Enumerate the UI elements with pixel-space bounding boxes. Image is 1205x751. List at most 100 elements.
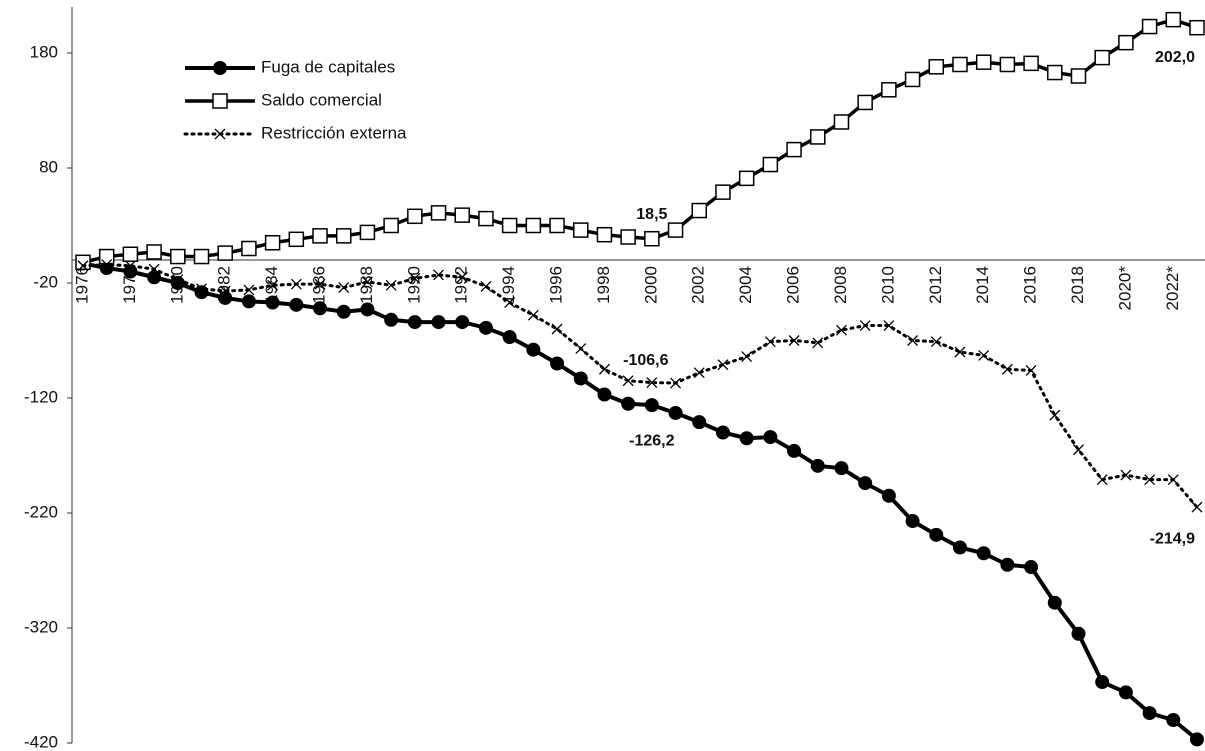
point xyxy=(572,222,589,238)
point xyxy=(1047,64,1063,81)
point xyxy=(267,279,279,291)
point xyxy=(883,320,895,332)
point xyxy=(431,315,446,330)
point xyxy=(170,248,186,265)
point xyxy=(644,398,659,413)
point xyxy=(146,244,162,260)
point xyxy=(265,295,280,310)
point xyxy=(1073,444,1084,456)
point xyxy=(1070,68,1087,84)
point xyxy=(384,312,399,327)
point xyxy=(999,56,1016,73)
point xyxy=(504,297,516,309)
point xyxy=(314,278,326,290)
point xyxy=(264,235,281,251)
point xyxy=(1190,732,1204,747)
point xyxy=(952,56,968,73)
point xyxy=(881,488,896,503)
point xyxy=(290,278,302,290)
x-tick-label: 2012 xyxy=(926,266,945,304)
point xyxy=(928,59,945,75)
point xyxy=(715,184,731,200)
x-tick-label: 2008 xyxy=(831,266,850,304)
point xyxy=(550,356,565,371)
series-line xyxy=(82,261,1199,741)
point xyxy=(717,359,729,371)
point xyxy=(575,343,587,355)
point xyxy=(289,297,304,312)
point xyxy=(857,94,873,111)
point xyxy=(361,276,373,288)
point xyxy=(598,363,610,375)
data-label: 18,5 xyxy=(636,206,667,223)
point xyxy=(1144,474,1156,486)
y-tick-label: -20 xyxy=(33,272,58,291)
point xyxy=(454,207,470,223)
series-line xyxy=(81,263,1199,509)
point xyxy=(219,285,231,297)
point xyxy=(409,272,421,284)
point xyxy=(243,284,255,296)
legend-label: Fuga de capitales xyxy=(261,57,395,76)
point xyxy=(1023,55,1039,72)
data-label: 202,0 xyxy=(1155,49,1195,66)
point xyxy=(1118,34,1134,51)
point xyxy=(101,259,113,271)
legend-label: Saldo comercial xyxy=(261,90,382,109)
point xyxy=(1024,560,1039,575)
x-tick-label: 1998 xyxy=(594,266,613,304)
x-tick-label: 2002 xyxy=(689,266,708,304)
y-tick-label: -120 xyxy=(24,387,58,406)
legend-marker xyxy=(212,93,228,109)
point xyxy=(1096,474,1108,486)
point xyxy=(77,260,89,272)
data-label: -106,6 xyxy=(623,352,668,369)
point xyxy=(335,228,352,244)
data-label: -214,9 xyxy=(1150,530,1195,547)
point xyxy=(667,222,684,238)
point xyxy=(786,141,802,158)
point xyxy=(1120,469,1132,481)
point xyxy=(904,71,921,88)
point xyxy=(1047,595,1062,610)
y-tick-label: 80 xyxy=(39,157,58,176)
x-tick-label: 2006 xyxy=(784,266,803,304)
point xyxy=(787,443,802,458)
point xyxy=(525,217,542,234)
point xyxy=(288,231,305,248)
point xyxy=(621,396,636,411)
x-tick-label: 2004 xyxy=(736,266,755,304)
point xyxy=(930,336,942,348)
point xyxy=(196,283,207,295)
point xyxy=(739,431,754,446)
point xyxy=(620,229,636,245)
point xyxy=(549,217,565,234)
x-tick-label: 2010 xyxy=(878,266,897,304)
point xyxy=(1094,49,1110,66)
point xyxy=(763,430,778,445)
point xyxy=(527,309,539,321)
point xyxy=(858,476,873,491)
point xyxy=(456,271,468,283)
point xyxy=(907,335,919,346)
point xyxy=(691,202,708,219)
point xyxy=(430,205,447,221)
x-tick-label: 1994 xyxy=(499,266,518,304)
point xyxy=(360,302,375,317)
point xyxy=(692,415,707,430)
point xyxy=(217,245,233,261)
point xyxy=(526,342,541,357)
point xyxy=(738,170,755,187)
point xyxy=(596,226,613,243)
point xyxy=(812,337,824,349)
point xyxy=(741,351,753,363)
point xyxy=(147,270,162,285)
point xyxy=(313,301,328,316)
point xyxy=(385,279,397,291)
y-tick-label: -320 xyxy=(24,617,58,636)
x-tick-label: 2016 xyxy=(1021,266,1040,304)
x-tick-label: 1988 xyxy=(357,266,376,304)
point xyxy=(407,315,422,330)
x-tick-label: 2020* xyxy=(1115,266,1134,311)
